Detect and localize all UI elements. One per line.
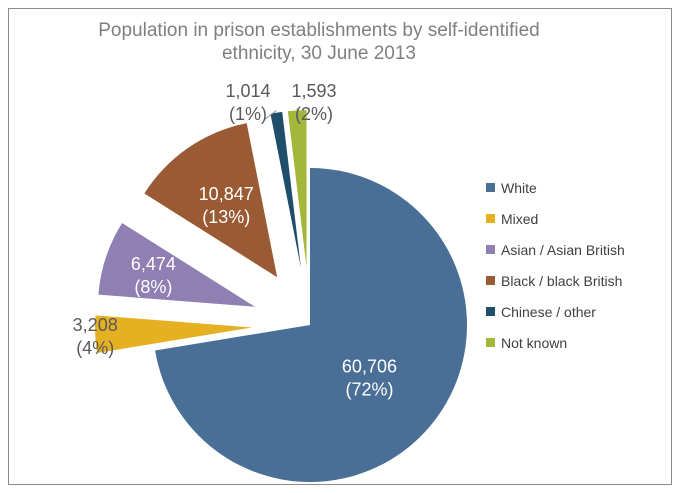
legend: White Mixed Asian / Asian British Black / b…: [486, 172, 625, 358]
chart-title-line-1: Population in prison establishments by s…: [98, 20, 540, 41]
legend-item-mixed: Mixed: [486, 203, 625, 234]
leader-line-chinese-other: [263, 110, 277, 121]
legend-swatch-not-known: [486, 338, 495, 347]
pie-slice-asian-asian-british: [98, 223, 255, 307]
legend-item-not-known: Not known: [486, 327, 625, 358]
chart-title: Population in prison establishments by s…: [69, 19, 569, 65]
data-label-value-chinese-other: 1,014: [225, 81, 270, 101]
data-label-value-not-known: 1,593: [291, 81, 336, 101]
legend-label-black-black-british: Black / black British: [501, 272, 623, 289]
leader-line-not-known: [296, 108, 299, 121]
legend-label-white: White: [501, 179, 537, 196]
data-label-percent-asian-asian-british: (8%): [134, 277, 172, 297]
data-label-percent-chinese-other: (1%): [229, 104, 267, 124]
data-label-percent-white: (72%): [345, 379, 393, 399]
data-label-percent-black-black-british: (13%): [202, 207, 250, 227]
pie-slice-not-known: [287, 110, 307, 268]
legend-item-white: White: [486, 172, 625, 203]
legend-item-asian-asian-british: Asian / Asian British: [486, 234, 625, 265]
data-label-value-mixed: 3,208: [73, 315, 118, 335]
legend-label-not-known: Not known: [501, 334, 568, 351]
legend-item-black-black-british: Black / black British: [486, 265, 625, 296]
pie-slice-mixed: [95, 315, 253, 353]
legend-swatch-mixed: [486, 214, 495, 223]
legend-label-mixed: Mixed: [501, 210, 539, 227]
legend-item-chinese-other: Chinese / other: [486, 296, 625, 327]
data-label-percent-mixed: (4%): [76, 338, 114, 358]
legend-swatch-white: [486, 183, 495, 192]
legend-swatch-chinese-other: [486, 307, 495, 316]
legend-swatch-black-black-british: [486, 276, 495, 285]
data-label-value-white: 60,706: [342, 356, 397, 376]
data-label-percent-not-known: (2%): [295, 104, 333, 124]
legend-label-asian-asian-british: Asian / Asian British: [501, 241, 625, 258]
data-label-value-asian-asian-british: 6,474: [131, 254, 176, 274]
pie-slice-chinese-other: [270, 111, 301, 268]
data-label-value-black-black-british: 10,847: [199, 184, 254, 204]
chart-title-line-2: ethnicity, 30 June 2013: [221, 43, 416, 64]
pie-slice-white: [155, 168, 467, 482]
legend-swatch-asian-asian-british: [486, 245, 495, 254]
pie-slice-black-black-british: [144, 123, 278, 278]
legend-label-chinese-other: Chinese / other: [501, 303, 596, 320]
